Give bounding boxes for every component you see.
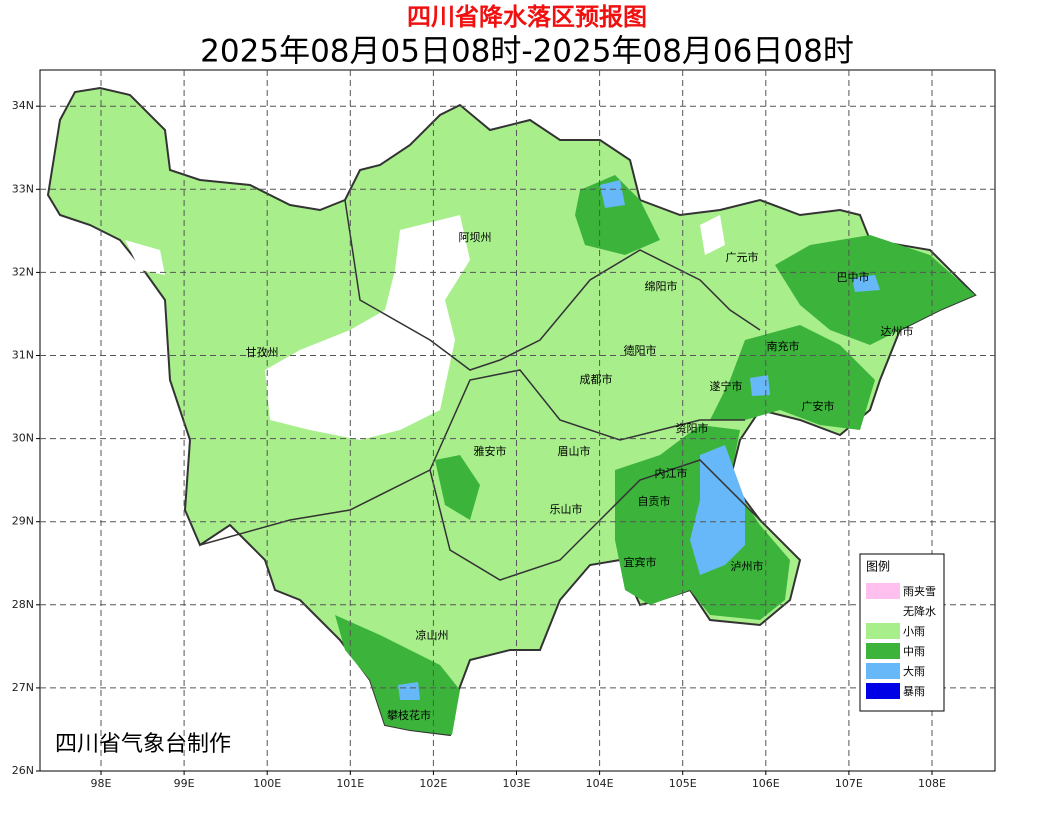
credit: 四川省气象台制作 <box>55 732 231 757</box>
lon-tick-label: 108E <box>918 777 946 790</box>
moderate-rain-area <box>435 455 480 520</box>
lon-tick-label: 104E <box>586 777 614 790</box>
map-title: 四川省降水落区预报图 <box>407 3 647 31</box>
legend-label: 大雨 <box>903 664 925 678</box>
province <box>46 86 977 737</box>
city-boundary <box>429 459 761 581</box>
lon-tick-label: 98E <box>91 777 112 790</box>
city-label: 资阳市 <box>676 421 709 435</box>
legend-label: 暴雨 <box>903 685 925 698</box>
city-label: 德阳市 <box>624 343 657 357</box>
city-label: 乐山市 <box>550 502 583 516</box>
legend-label: 雨夹雪 <box>903 585 936 598</box>
lon-tick-label: 106E <box>752 777 780 790</box>
city-label: 自贡市 <box>638 494 671 508</box>
lon-tick-label: 107E <box>835 777 863 790</box>
city-labels: 阿坝州 广元市 巴中市 绵阳市 达州市 甘孜州 德阳市 南充市 成都市 遂宁市 … <box>246 230 914 722</box>
legend-swatch <box>866 683 900 699</box>
city-boundary <box>344 199 761 371</box>
lat-tick-label: 31N <box>12 349 34 362</box>
lat-tick-label: 33N <box>12 182 34 195</box>
heavy-rain-area <box>600 180 625 208</box>
heavy-rain-area <box>852 275 880 292</box>
lon-tick-label: 100E <box>253 777 281 790</box>
lon-tick-label: 99E <box>174 777 195 790</box>
legend-swatch <box>865 602 901 620</box>
legend-swatch <box>866 583 900 599</box>
lon-tick-label: 101E <box>336 777 364 790</box>
city-label: 遂宁市 <box>710 379 743 393</box>
city-label: 阿坝州 <box>459 230 492 244</box>
lon-tick-label: 102E <box>419 777 447 790</box>
legend-swatch <box>866 643 900 659</box>
city-label: 宜宾市 <box>624 555 657 569</box>
city-label: 泸州市 <box>731 559 764 573</box>
city-boundary <box>199 369 745 546</box>
legend-label: 无降水 <box>903 604 936 618</box>
legend-label: 小雨 <box>903 625 925 638</box>
lat-tick-label: 28N <box>12 598 34 611</box>
city-label: 巴中市 <box>837 270 870 284</box>
lat-tick-label: 32N <box>12 265 34 278</box>
lat-tick-label: 29N <box>12 515 34 528</box>
city-label: 广元市 <box>726 250 759 264</box>
no-rain-area <box>265 215 470 440</box>
legend-label: 中雨 <box>903 645 925 658</box>
city-label: 甘孜州 <box>246 345 279 359</box>
lon-tick-label: 103E <box>503 777 531 790</box>
legend-swatch <box>866 663 900 679</box>
heavy-rain-area <box>690 445 745 575</box>
city-label: 绵阳市 <box>645 279 678 293</box>
legend-title: 图例 <box>866 560 890 574</box>
city-label: 眉山市 <box>558 444 591 458</box>
lat-tick-label: 27N <box>12 681 34 694</box>
no-rain-area <box>125 240 165 275</box>
city-label: 成都市 <box>580 372 613 386</box>
lat-tick-label: 26N <box>12 764 34 777</box>
heavy-rain-area <box>398 682 420 700</box>
legend-swatch <box>866 623 900 639</box>
no-rain-area <box>700 215 725 255</box>
map-subtitle: 2025年08月05日08时-2025年08月06日08时 <box>200 34 854 70</box>
city-label: 雅安市 <box>474 444 507 458</box>
lon-tick-label: 105E <box>669 777 697 790</box>
moderate-rain-area <box>575 175 660 255</box>
city-label: 攀枝花市 <box>387 708 431 722</box>
moderate-rain-area <box>710 325 875 430</box>
heavy-rain-area <box>750 375 770 396</box>
lat-tick-label: 34N <box>12 99 34 112</box>
city-label: 达州市 <box>881 324 914 338</box>
moderate-rain-area <box>335 615 460 735</box>
city-label: 广安市 <box>802 399 835 413</box>
lat-tick-label: 30N <box>12 432 34 445</box>
city-label: 内江市 <box>655 466 688 480</box>
city-label: 南充市 <box>767 339 800 353</box>
city-label: 凉山州 <box>416 628 449 642</box>
